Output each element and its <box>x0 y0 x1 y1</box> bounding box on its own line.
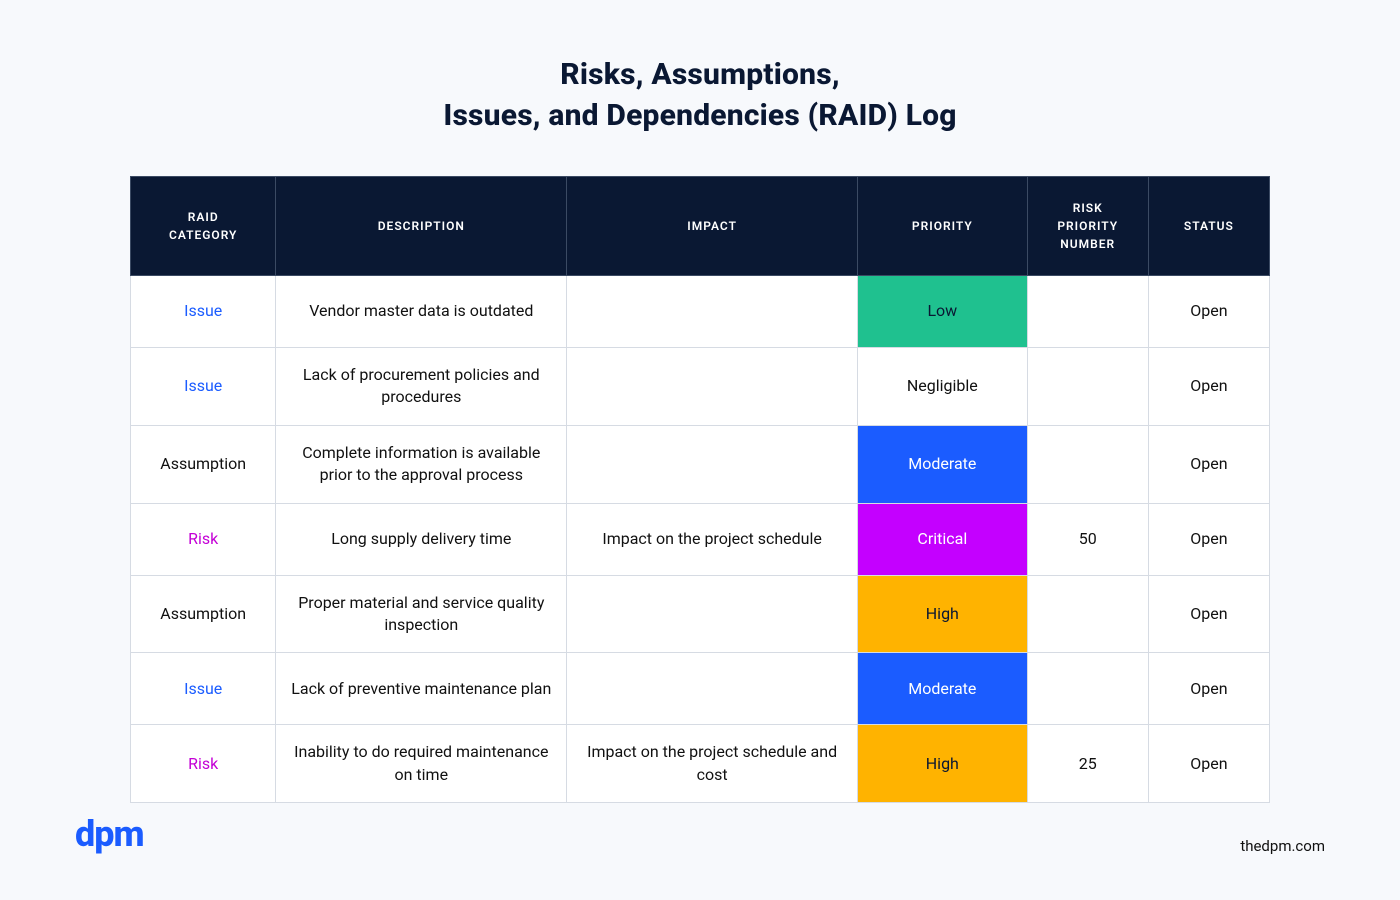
cell-rpn <box>1027 425 1148 503</box>
cell-impact <box>567 653 858 725</box>
table-row: AssumptionComplete information is availa… <box>131 425 1270 503</box>
cell-category: Assumption <box>131 425 276 503</box>
cell-status: Open <box>1148 276 1269 348</box>
cell-category: Issue <box>131 276 276 348</box>
cell-priority: Negligible <box>858 348 1028 426</box>
cell-category: Risk <box>131 725 276 803</box>
cell-status: Open <box>1148 348 1269 426</box>
cell-rpn: 25 <box>1027 725 1148 803</box>
cell-description: Lack of preventive maintenance plan <box>276 653 567 725</box>
cell-category: Issue <box>131 348 276 426</box>
cell-impact <box>567 575 858 653</box>
cell-priority: Moderate <box>858 653 1028 725</box>
cell-priority: Low <box>858 276 1028 348</box>
cell-status: Open <box>1148 503 1269 575</box>
col-header: DESCRIPTION <box>276 177 567 276</box>
cell-priority: Moderate <box>858 425 1028 503</box>
title-line-2: Issues, and Dependencies (RAID) Log <box>443 98 956 133</box>
brand-domain: thedpm.com <box>1240 837 1325 855</box>
footer: dpm thedpm.com <box>75 813 1325 855</box>
title-line-1: Risks, Assumptions, <box>560 57 840 92</box>
table-row: IssueLack of preventive maintenance plan… <box>131 653 1270 725</box>
cell-description: Inability to do required maintenance on … <box>276 725 567 803</box>
table-row: AssumptionProper material and service qu… <box>131 575 1270 653</box>
col-header: IMPACT <box>567 177 858 276</box>
cell-priority: High <box>858 725 1028 803</box>
col-header: RISKPRIORITYNUMBER <box>1027 177 1148 276</box>
table-row: RiskLong supply delivery timeImpact on t… <box>131 503 1270 575</box>
cell-rpn <box>1027 348 1148 426</box>
cell-priority: High <box>858 575 1028 653</box>
cell-status: Open <box>1148 653 1269 725</box>
cell-description: Lack of procurement policies and procedu… <box>276 348 567 426</box>
cell-status: Open <box>1148 425 1269 503</box>
cell-impact <box>567 348 858 426</box>
page-title: Risks, Assumptions, Issues, and Dependen… <box>130 55 1270 136</box>
brand-logo: dpm <box>75 813 144 855</box>
cell-description: Proper material and service quality insp… <box>276 575 567 653</box>
raid-tbody: IssueVendor master data is outdatedLowOp… <box>131 276 1270 803</box>
cell-category: Risk <box>131 503 276 575</box>
cell-rpn: 50 <box>1027 503 1148 575</box>
cell-category: Issue <box>131 653 276 725</box>
cell-status: Open <box>1148 575 1269 653</box>
cell-impact <box>567 425 858 503</box>
raid-header-row: RAIDCATEGORYDESCRIPTIONIMPACTPRIORITYRIS… <box>131 177 1270 276</box>
cell-impact: Impact on the project schedule and cost <box>567 725 858 803</box>
cell-rpn <box>1027 575 1148 653</box>
col-header: RAIDCATEGORY <box>131 177 276 276</box>
raid-thead: RAIDCATEGORYDESCRIPTIONIMPACTPRIORITYRIS… <box>131 177 1270 276</box>
cell-rpn <box>1027 276 1148 348</box>
cell-priority: Critical <box>858 503 1028 575</box>
cell-description: Long supply delivery time <box>276 503 567 575</box>
table-row: RiskInability to do required maintenance… <box>131 725 1270 803</box>
cell-impact <box>567 276 858 348</box>
col-header: STATUS <box>1148 177 1269 276</box>
table-row: IssueLack of procurement policies and pr… <box>131 348 1270 426</box>
cell-description: Vendor master data is outdated <box>276 276 567 348</box>
cell-rpn <box>1027 653 1148 725</box>
cell-description: Complete information is available prior … <box>276 425 567 503</box>
cell-status: Open <box>1148 725 1269 803</box>
table-row: IssueVendor master data is outdated Low Op… <box>131 276 1270 348</box>
col-header: PRIORITY <box>858 177 1028 276</box>
raid-table: RAIDCATEGORYDESCRIPTIONIMPACTPRIORITYRIS… <box>130 176 1270 803</box>
cell-category: Assumption <box>131 575 276 653</box>
page: Risks, Assumptions, Issues, and Dependen… <box>0 0 1400 900</box>
cell-impact: Impact on the project schedule <box>567 503 858 575</box>
